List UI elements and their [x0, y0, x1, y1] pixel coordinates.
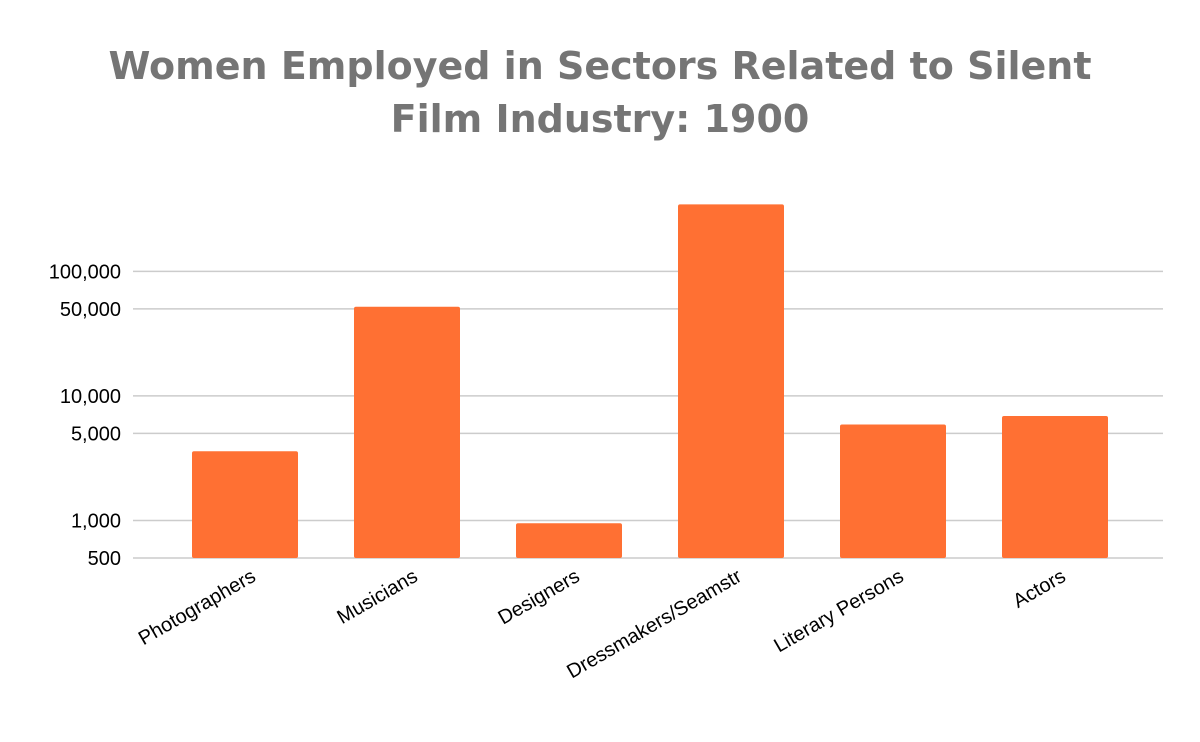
y-tick-label: 50,000: [60, 299, 121, 321]
bar-musicians: [354, 306, 460, 558]
gridlines: [133, 270, 1163, 559]
y-tick-label: 100,000: [49, 261, 121, 283]
bar-designers: [516, 523, 622, 558]
chart-title-line-2: Film Industry: 1900: [391, 97, 810, 141]
x-tick-label: Literary Persons: [770, 565, 907, 657]
x-tick-label: Musicians: [333, 565, 421, 629]
x-axis-labels: Photographers Musicians DesignersDressmake…: [135, 565, 1070, 683]
bars: [192, 204, 1108, 558]
bar-dressmakers-seamstr: [678, 204, 784, 558]
y-tick-label: 10,000: [60, 386, 121, 408]
y-axis-ticks: 500 1,000 5,000 10,000 50,000 100,000: [49, 261, 121, 570]
y-tick-label: 1,000: [71, 511, 121, 533]
x-tick-label: Actors: [1009, 565, 1069, 612]
bar-literary-persons: [840, 424, 946, 558]
y-tick-label: 5,000: [71, 423, 121, 445]
chart-title: Women Employed in Sectors Related to Sil…: [109, 44, 1092, 141]
y-tick-label: 500: [88, 548, 121, 570]
bar-photographers: [192, 451, 298, 558]
bar-actors: [1002, 416, 1108, 558]
x-tick-label: Designers: [495, 565, 584, 629]
x-tick-label: Dressmakers/Seamstr: [563, 565, 746, 683]
chart-title-line-1: Women Employed in Sectors Related to Sil…: [109, 44, 1092, 88]
x-tick-label: Photographers: [135, 565, 260, 650]
